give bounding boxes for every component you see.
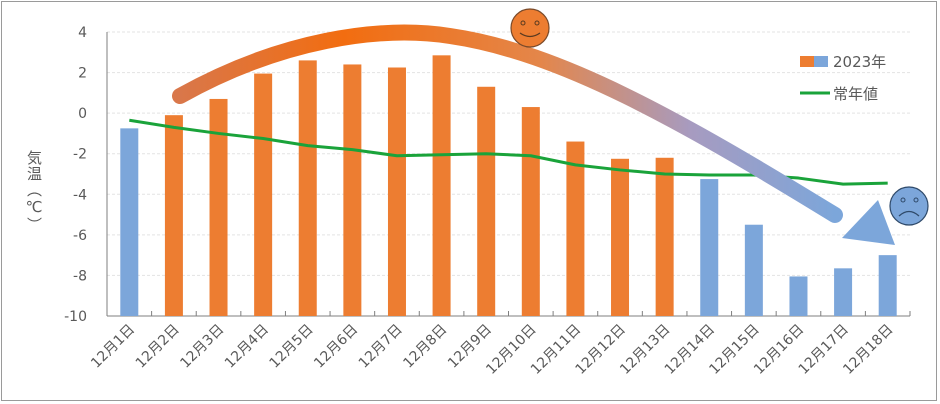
bar: [254, 73, 273, 316]
sad-eye: [900, 197, 906, 203]
legend-label-2023: 2023年: [833, 53, 886, 71]
bar: [655, 157, 674, 316]
bar: [878, 255, 897, 316]
y-tick-label: -8: [73, 268, 87, 284]
bar: [120, 128, 139, 316]
sad-face-icon: [889, 186, 929, 226]
bar: [566, 141, 585, 316]
x-tick-label: 12月1日: [88, 322, 138, 372]
bar: [834, 268, 853, 316]
bar-series: [120, 55, 897, 317]
smile-eye: [520, 20, 526, 26]
trend-arrow-body: [172, 24, 843, 223]
y-tick-label: 0: [78, 106, 87, 122]
smile-eye: [534, 20, 540, 26]
sad-mouth: [898, 210, 920, 217]
bar: [744, 224, 763, 316]
x-tick-label: 12月6日: [311, 322, 361, 372]
legend-swatch-cold: [814, 56, 828, 67]
bar: [387, 67, 406, 316]
y-tick-label: -4: [73, 187, 87, 203]
sad-eye: [913, 197, 919, 203]
y-tick-label: -10: [64, 309, 87, 325]
smiling-face-icon: [510, 8, 550, 48]
y-tick-label: 4: [78, 25, 87, 41]
x-tick-label: 12月3日: [177, 322, 227, 372]
y-axis-ticks: 4 2 0 -2 -4 -6 -8 -10: [64, 25, 87, 325]
bar: [611, 158, 630, 316]
bar: [700, 179, 719, 316]
y-axis-label: 気温（℃）: [25, 150, 43, 233]
x-tick-label: 12月7日: [356, 322, 406, 372]
bar: [298, 60, 317, 317]
bar: [432, 55, 451, 316]
bar: [477, 86, 496, 317]
y-tick-label: 2: [78, 66, 87, 82]
annotations: [172, 8, 929, 245]
x-axis-labels: 12月1日12月2日12月3日12月4日12月5日12月6日12月7日12月8日…: [88, 322, 896, 378]
legend-swatch-warm: [800, 56, 814, 67]
x-tick-label: 12月8日: [400, 322, 450, 372]
smile-mouth: [519, 32, 541, 38]
y-tick-label: -2: [73, 147, 87, 163]
bar: [209, 98, 228, 316]
x-tick-label: 12月4日: [222, 322, 272, 372]
legend-label-normal: 常年値: [833, 85, 878, 103]
bar: [521, 107, 540, 316]
x-tick-label: 12月2日: [133, 322, 183, 372]
bar: [343, 64, 362, 316]
y-tick-label: -6: [73, 228, 87, 244]
trend-arrow-head: [842, 200, 895, 245]
x-tick-label: 12月5日: [267, 322, 317, 372]
legend: 2023年 常年値: [800, 53, 886, 103]
bar: [789, 276, 808, 316]
bar: [164, 115, 183, 317]
